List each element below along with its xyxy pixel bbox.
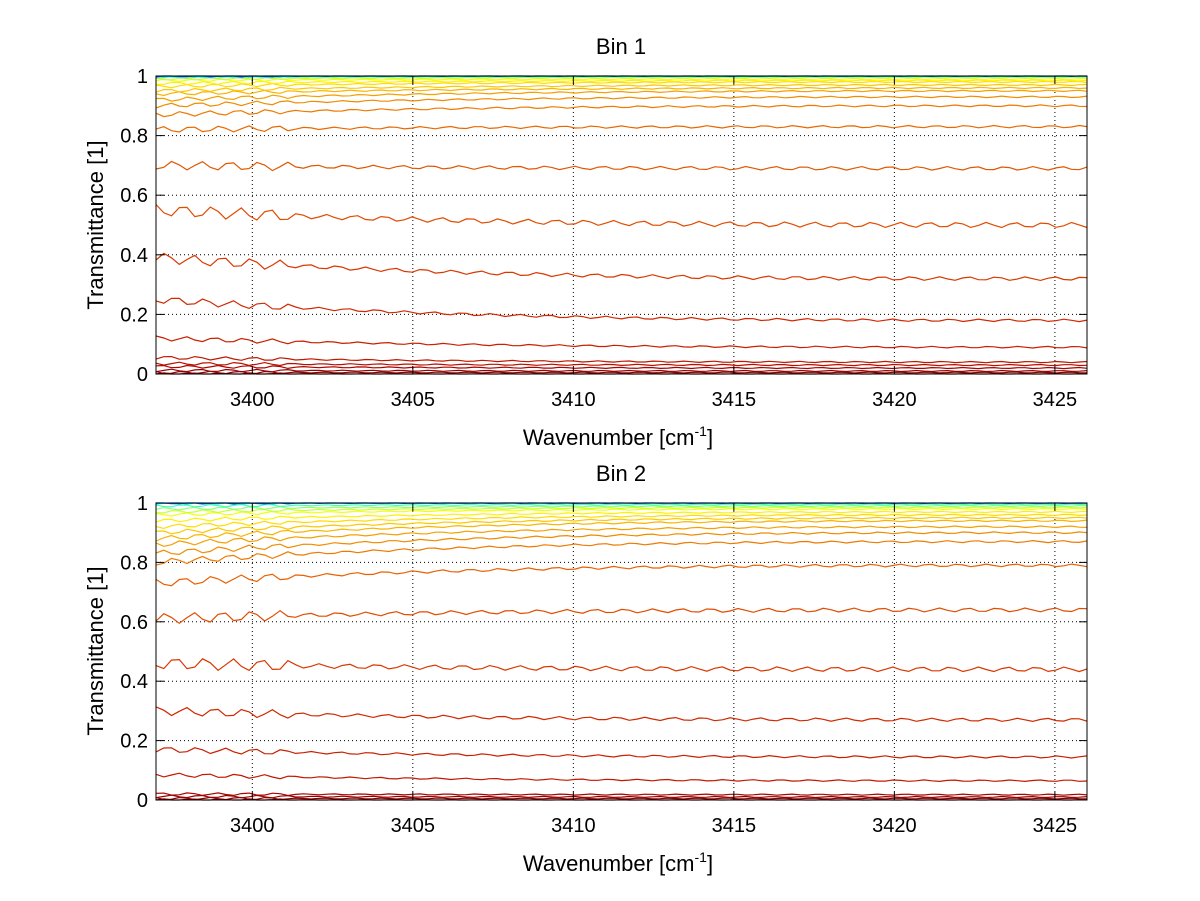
y-tick-label: 0.2 (120, 304, 148, 326)
series-line (155, 796, 1088, 801)
plot-area-frame (155, 75, 1088, 375)
y-tick-label: 1 (137, 66, 148, 88)
x-tick-label: 3420 (872, 815, 917, 837)
y-axis-label: Transmittance [1] (83, 566, 108, 735)
x-tick-label: 3400 (230, 815, 275, 837)
y-tick-label: 0 (137, 790, 148, 812)
series-line (155, 355, 1088, 364)
series-line (155, 77, 1088, 83)
series-line (155, 124, 1088, 133)
series-line (155, 83, 1088, 93)
x-tick-label: 3410 (551, 815, 596, 837)
y-axis-label: Transmittance [1] (83, 140, 108, 309)
series-line (155, 79, 1088, 86)
series-line (155, 531, 1088, 556)
series-line (155, 335, 1088, 349)
series-line (155, 504, 1088, 511)
x-axis-label: Wavenumber [cm-1] (523, 423, 713, 450)
x-tick-label: 3415 (712, 389, 757, 411)
series-line (155, 86, 1088, 97)
x-axis-label-main: Wavenumber [cm (523, 425, 695, 450)
series-line (155, 792, 1088, 797)
y-tick-label: 0.8 (120, 552, 148, 574)
x-tick-label: 3400 (230, 389, 275, 411)
chart-title: Bin 1 (596, 34, 646, 59)
y-tick-label: 1 (137, 493, 148, 515)
x-tick-label: 3420 (872, 389, 917, 411)
series-line (155, 607, 1088, 625)
series-line (155, 297, 1088, 323)
series-line (155, 364, 1088, 370)
y-tick-label: 0.6 (120, 612, 148, 634)
series-line (155, 89, 1088, 102)
y-tick-label: 0.2 (120, 731, 148, 753)
tick-group: 3400 3405 3410 3415 3420 3425 0 0.2 0.4 0.6 0.8 1 (120, 493, 1087, 837)
y-tick-label: 0.4 (120, 245, 148, 267)
series-line (155, 160, 1088, 172)
y-tick-label: 0.8 (120, 126, 148, 148)
x-tick-label: 3410 (551, 389, 596, 411)
series-line (155, 361, 1088, 367)
series-line (155, 510, 1088, 523)
x-axis-label-end: ] (707, 851, 713, 876)
chart-title: Bin 2 (596, 461, 646, 486)
series-line (155, 525, 1088, 547)
series-line (155, 506, 1088, 514)
series-line (155, 252, 1088, 282)
chart-panel-bin-1: Bin 1 3400 3405 3410 3415 3420 3425 0 0.2 0.4 0.6… (83, 34, 1088, 450)
series-line (155, 503, 1088, 508)
series-line (155, 516, 1088, 535)
series-line (155, 519, 1088, 542)
series-line (155, 658, 1088, 673)
x-tick-label: 3425 (1033, 815, 1078, 837)
series-line (155, 370, 1088, 375)
x-tick-label: 3405 (391, 815, 436, 837)
series-line (155, 368, 1088, 373)
y-tick-label: 0.6 (120, 185, 148, 207)
x-axis-label-superscript: -1 (695, 423, 708, 439)
series-line (155, 772, 1088, 783)
y-tick-label: 0 (137, 364, 148, 386)
x-axis-label-superscript: -1 (695, 849, 708, 865)
series-line (155, 513, 1088, 530)
series-line (155, 747, 1088, 759)
x-tick-label: 3405 (391, 389, 436, 411)
series-line (155, 104, 1088, 118)
x-tick-label: 3425 (1033, 389, 1078, 411)
x-axis-label-main: Wavenumber [cm (523, 851, 695, 876)
x-axis-label-end: ] (707, 425, 713, 450)
tick-group: 3400 3405 3410 3415 3420 3425 0 0.2 0.4 0.6 0.8 1 (120, 66, 1087, 411)
series-line (155, 539, 1088, 566)
series-line (155, 706, 1088, 723)
series-line (155, 204, 1088, 229)
series-group (155, 75, 1088, 375)
chart-panel-bin-2: Bin 2 3400 3405 3410 3415 3420 3425 0 0.2 0.4 0.6… (83, 461, 1088, 876)
x-tick-label: 3415 (712, 815, 757, 837)
series-line (155, 794, 1088, 799)
series-line (155, 563, 1088, 587)
grid (156, 503, 1087, 800)
plot-area-frame (155, 502, 1088, 801)
x-axis-label: Wavenumber [cm-1] (523, 849, 713, 876)
y-tick-label: 0.4 (120, 671, 148, 693)
series-line (155, 95, 1088, 109)
